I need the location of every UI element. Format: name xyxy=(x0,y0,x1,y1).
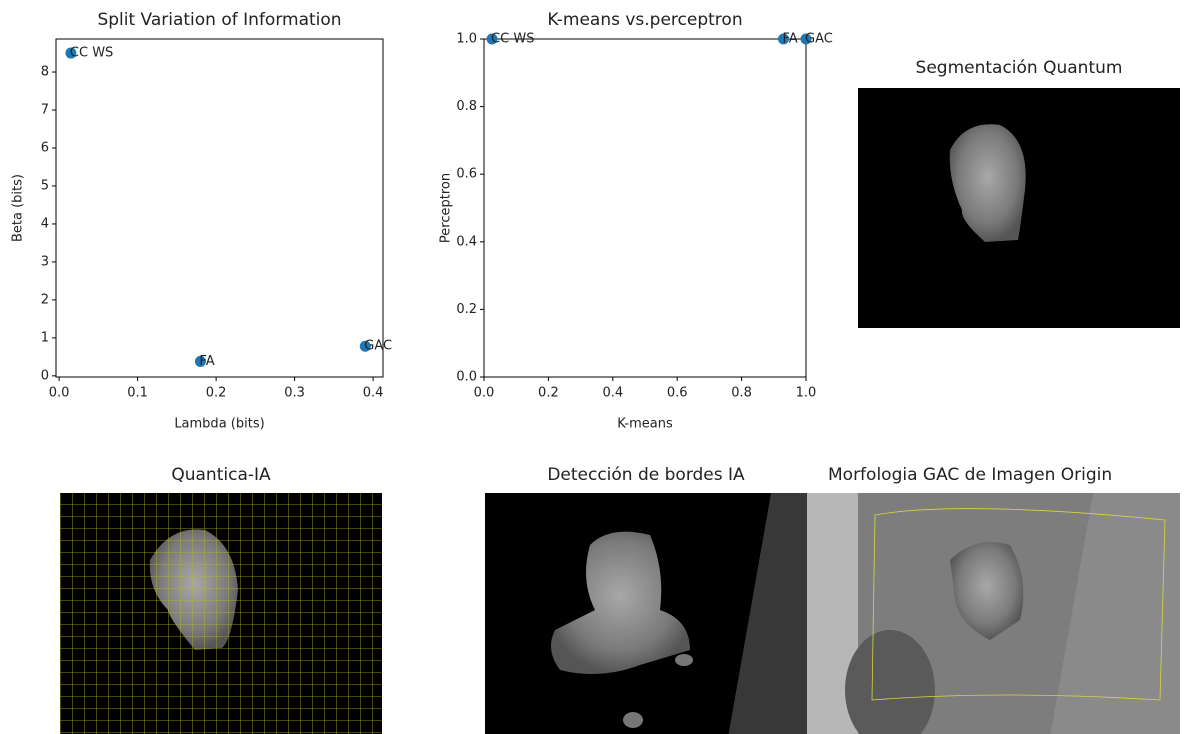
x-tick-label: 0.0 xyxy=(49,386,70,401)
y-tick-label: 1 xyxy=(41,330,49,345)
y-tick-label: 0.6 xyxy=(456,167,477,182)
x-tick-label: 0.6 xyxy=(667,386,688,401)
x-tick-label: 0.2 xyxy=(206,386,227,401)
x-tick-label: 0.0 xyxy=(474,386,495,401)
y-tick-label: 8 xyxy=(41,65,49,80)
panel-title: Segmentación Quantum xyxy=(916,58,1123,78)
point-label: FA xyxy=(782,32,797,47)
point-label: FA xyxy=(199,354,214,369)
y-tick-label: 0.4 xyxy=(456,234,477,249)
y-tick-label: 4 xyxy=(41,216,49,231)
x-tick-label: 0.3 xyxy=(284,386,305,401)
image-panel xyxy=(729,493,1180,734)
x-tick-label: 0.4 xyxy=(363,386,384,401)
panel-title: Detección de bordes IA xyxy=(547,465,745,485)
y-tick-label: 0.2 xyxy=(456,302,477,317)
image-panel xyxy=(858,88,1180,328)
y-tick-label: 6 xyxy=(41,140,49,155)
figure: Split Variation of Information Lambda (bi… xyxy=(0,0,1194,734)
point-label: GAC xyxy=(805,32,833,47)
image-panel xyxy=(60,493,382,734)
y-tick-label: 1.0 xyxy=(456,32,477,47)
y-tick-label: 0.0 xyxy=(456,370,477,385)
y-tick-label: 5 xyxy=(41,178,49,193)
axes-frame xyxy=(484,39,806,377)
y-tick-label: 3 xyxy=(41,254,49,269)
x-axis-label: K-means xyxy=(617,417,673,432)
point-label: CC WS xyxy=(491,32,534,47)
x-tick-label: 0.8 xyxy=(731,386,752,401)
y-tick-label: 2 xyxy=(41,292,49,307)
y-tick-label: 0 xyxy=(41,368,49,383)
y-tick-label: 0.8 xyxy=(456,99,477,114)
x-tick-label: 0.1 xyxy=(127,386,148,401)
axes-frame xyxy=(56,39,383,377)
y-axis-label: Perceptron xyxy=(439,173,454,243)
panel-title: Quantica-IA xyxy=(171,465,271,485)
point-label: GAC xyxy=(364,339,392,354)
chart-title: Split Variation of Information xyxy=(97,10,341,30)
y-tick-label: 7 xyxy=(41,103,49,118)
point-label: CC WS xyxy=(70,46,113,61)
x-axis-label: Lambda (bits) xyxy=(174,417,264,432)
y-axis-label: Beta (bits) xyxy=(11,174,26,242)
x-tick-label: 0.2 xyxy=(538,386,559,401)
panel-title: Morfologia GAC de Imagen Origin xyxy=(828,465,1112,485)
x-tick-label: 0.4 xyxy=(602,386,623,401)
x-tick-label: 1.0 xyxy=(796,386,817,401)
chart-title: K-means vs.perceptron xyxy=(547,10,742,30)
